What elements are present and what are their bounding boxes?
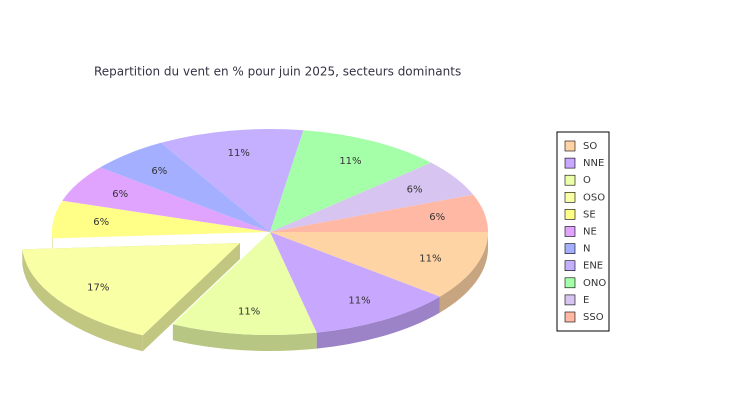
legend-swatch <box>564 277 576 289</box>
data-label: 6% <box>151 166 167 177</box>
data-label: 6% <box>112 189 128 200</box>
data-label: 6% <box>93 217 109 228</box>
legend-label: ENE <box>583 261 603 272</box>
legend-label: OSO <box>583 192 605 203</box>
legend-swatch <box>564 294 576 306</box>
data-label: 6% <box>429 212 445 223</box>
slice <box>270 194 488 232</box>
legend-label: N <box>583 244 590 255</box>
slice <box>270 162 474 232</box>
slice <box>270 130 432 232</box>
data-label: 11% <box>419 254 441 265</box>
slice-side <box>439 232 488 313</box>
chart-title: Repartition du vent en % pour juin 2025,… <box>94 65 461 79</box>
data-label: 17% <box>87 282 109 293</box>
slice <box>22 243 240 336</box>
legend-swatch <box>564 226 576 237</box>
data-label: 11% <box>238 307 260 318</box>
slice-side <box>316 296 440 349</box>
legend-label: O <box>583 175 591 186</box>
legend-swatch <box>564 174 576 186</box>
pie: 11% 11% 11% 17% 6% 6% 6% 11% 11% 6% 6% <box>22 129 488 352</box>
legend-label: SE <box>583 209 596 220</box>
slice <box>51 200 270 239</box>
legend-swatch <box>564 157 576 169</box>
data-label: 11% <box>339 156 361 167</box>
slice-side <box>172 324 317 351</box>
data-label: 11% <box>228 148 250 159</box>
data-label: 11% <box>348 295 370 306</box>
legend-label: SO <box>583 141 597 152</box>
slice <box>62 167 271 232</box>
slice <box>161 129 304 232</box>
legend-swatch <box>564 209 576 220</box>
slice <box>100 142 271 232</box>
slice <box>270 232 440 333</box>
legend-swatch <box>564 243 576 254</box>
legend-label: E <box>583 295 589 306</box>
legend-label: SSO <box>583 312 604 323</box>
slice <box>172 232 317 335</box>
slice <box>270 232 488 297</box>
slice-side <box>142 243 240 352</box>
legend-swatch <box>564 311 576 323</box>
legend-label: NE <box>583 227 597 238</box>
legend-label: ONO <box>583 278 606 289</box>
legend-label: NNE <box>583 158 604 169</box>
slice-side <box>22 249 143 352</box>
data-label: 6% <box>407 185 423 196</box>
legend-swatch <box>564 192 576 203</box>
legend-swatch <box>564 260 576 272</box>
legend-swatch <box>564 140 576 152</box>
